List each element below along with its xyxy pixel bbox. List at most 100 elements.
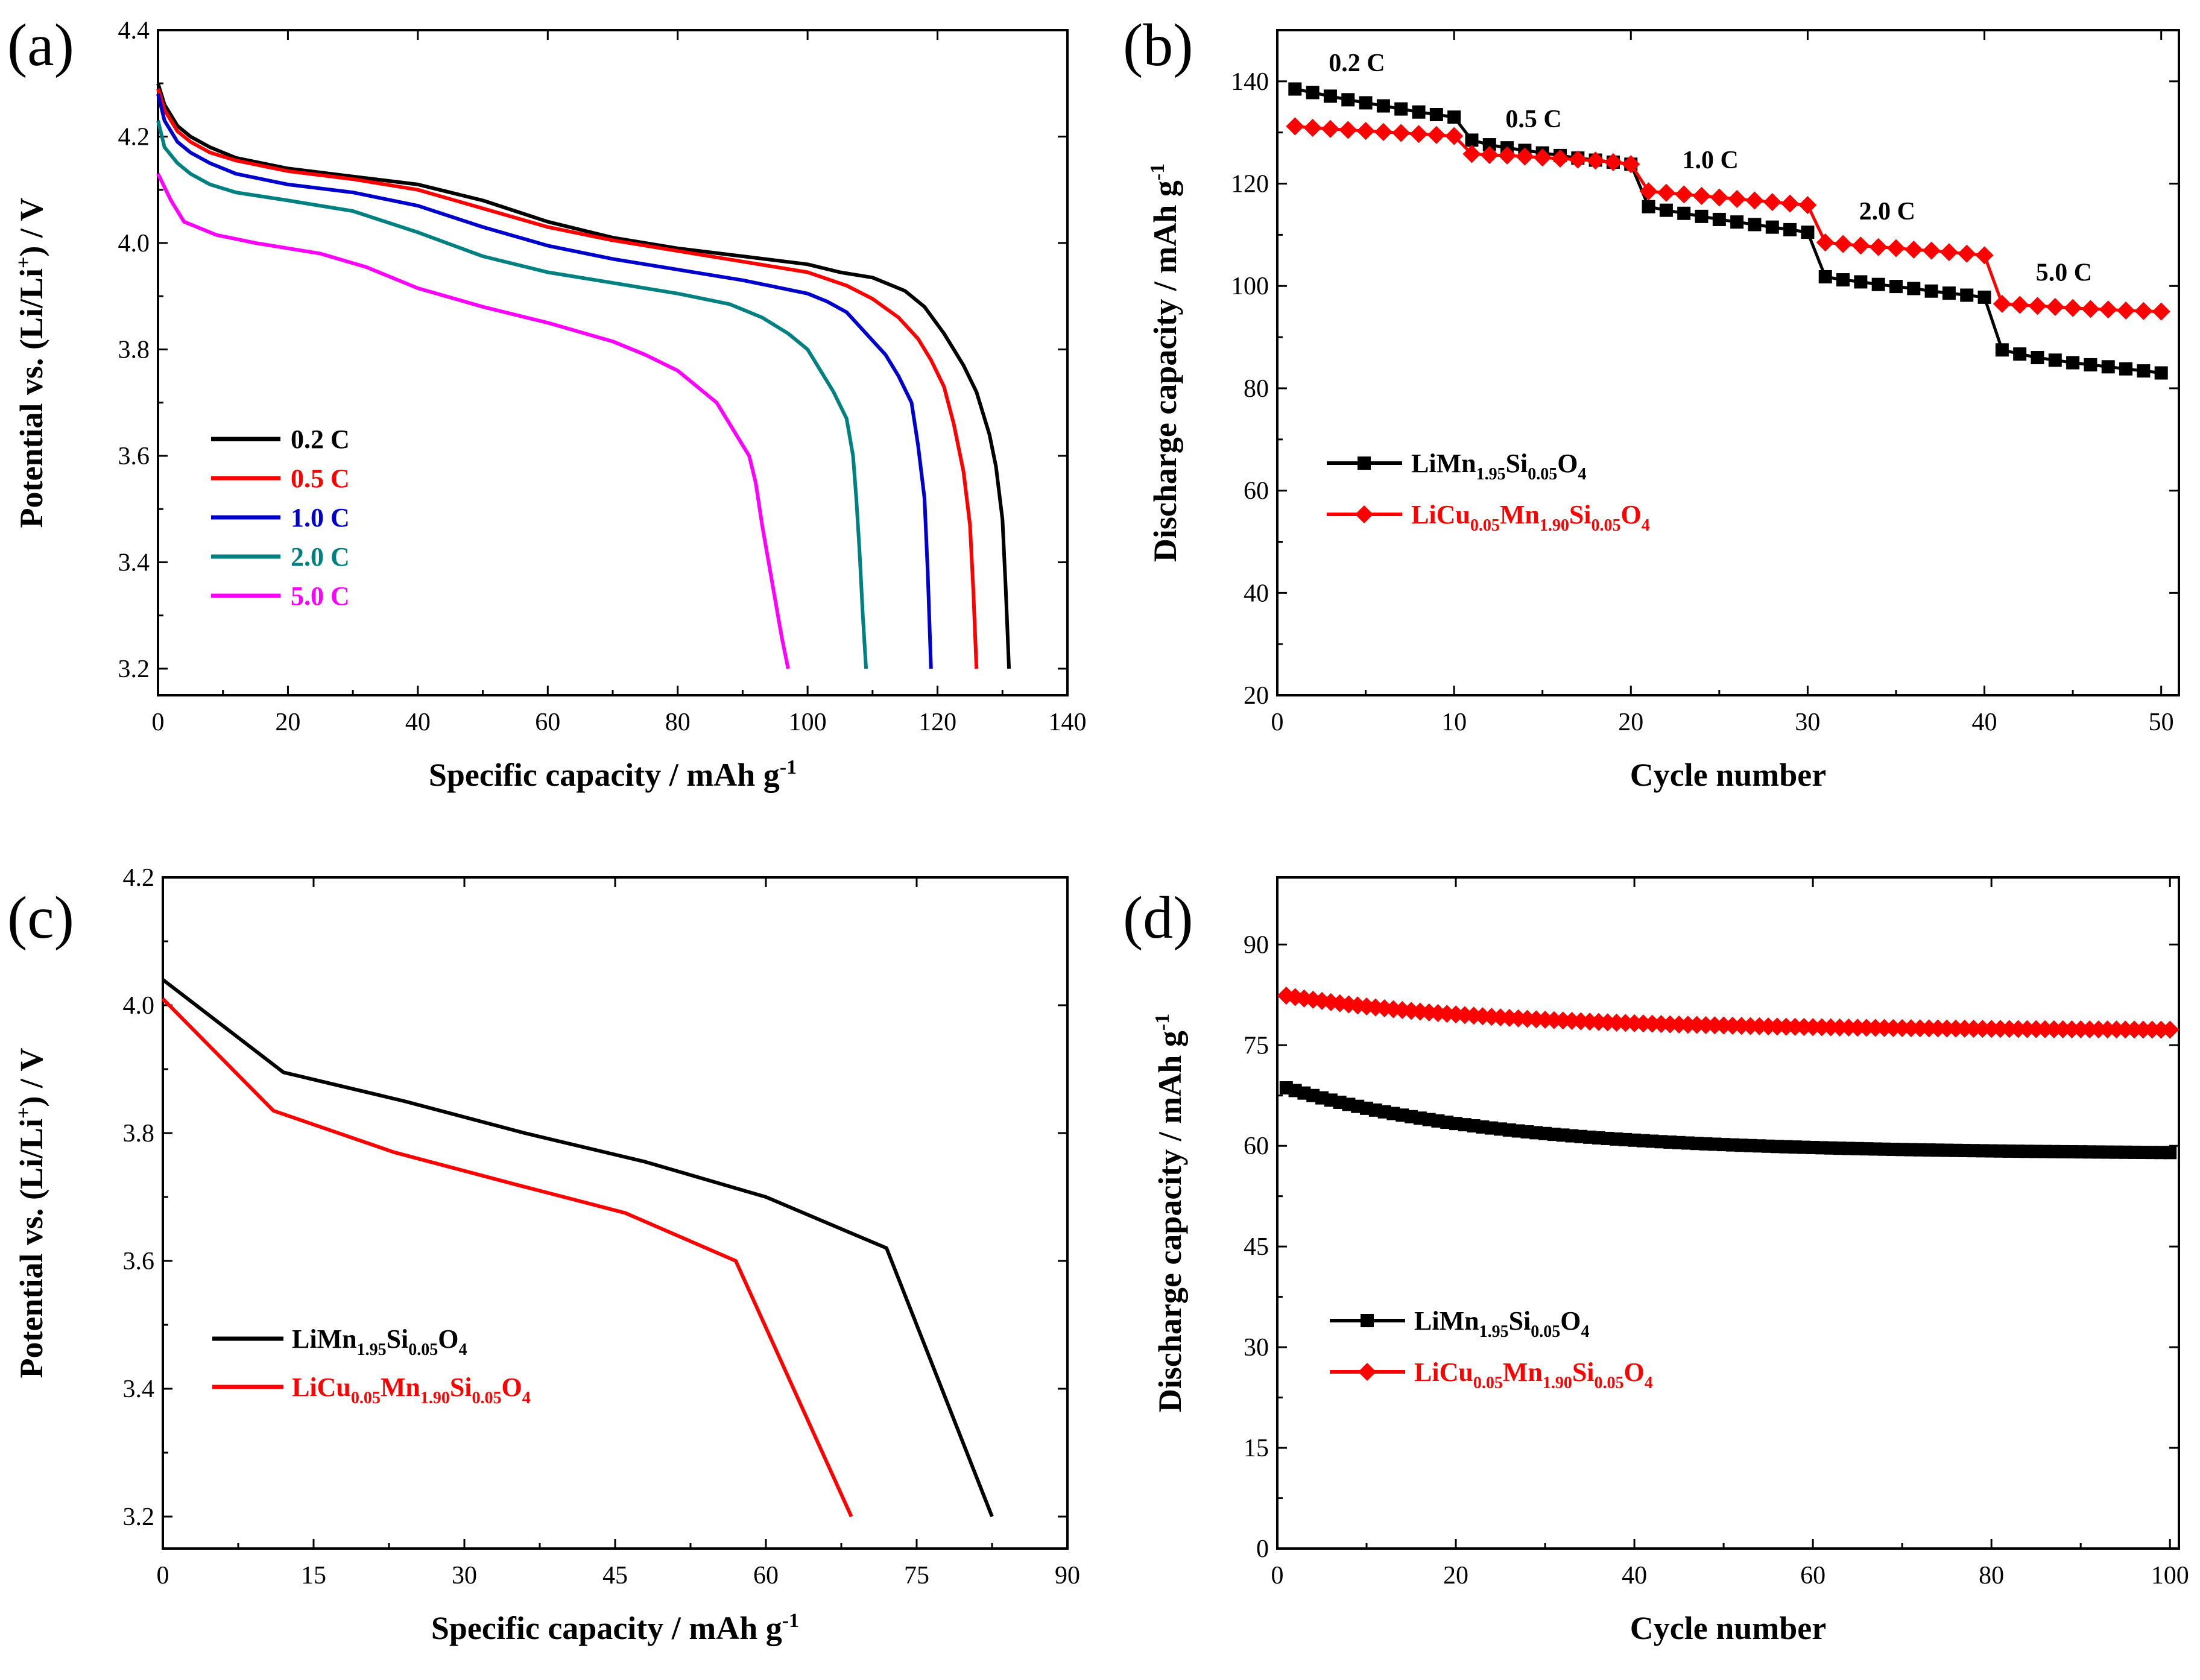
data-point — [1642, 200, 1655, 213]
y-axis-label: Potential vs. (Li/Li+) / V — [13, 198, 49, 528]
data-point — [1904, 240, 1923, 259]
plot-frame — [1276, 876, 2180, 1550]
data-point — [1392, 124, 1411, 142]
data-point — [1730, 215, 1744, 229]
data-point — [1886, 239, 1905, 257]
data-point — [1533, 148, 1552, 167]
x-tick-label: 30 — [452, 1562, 477, 1590]
data-point — [1356, 122, 1375, 141]
data-point — [1677, 206, 1691, 220]
y-tick-label: 120 — [1231, 171, 1269, 198]
data-point — [2048, 353, 2062, 367]
data-point — [1586, 151, 1605, 170]
data-point — [2137, 364, 2151, 378]
legend-label: 2.0 C — [291, 542, 350, 572]
y-tick-label: 140 — [1231, 68, 1269, 96]
data-point — [1429, 107, 1443, 121]
data-point — [2099, 300, 2117, 319]
x-tick-label: 40 — [405, 709, 431, 736]
x-tick-label: 75 — [904, 1562, 929, 1590]
y-tick-label: 40 — [1244, 579, 1269, 607]
data-point — [1836, 273, 1850, 287]
y-tick-label: 3.8 — [118, 336, 150, 364]
data-point — [2011, 295, 2029, 314]
data-point — [1321, 119, 1339, 138]
y-tick-label: 3.2 — [123, 1503, 155, 1531]
x-tick-label: 60 — [753, 1562, 779, 1590]
x-tick-label: 80 — [1979, 1562, 2004, 1590]
data-point — [1303, 119, 1322, 137]
data-point — [1851, 236, 1870, 255]
data-point — [1306, 86, 1320, 99]
data-point — [2101, 360, 2115, 374]
data-point — [2064, 298, 2082, 317]
data-point — [1374, 122, 1392, 141]
plot-frame — [1276, 29, 2180, 696]
data-point — [2013, 347, 2027, 361]
x-axis-label: Specific capacity / mAh g-1 — [431, 1609, 799, 1646]
data-point — [1960, 288, 1974, 302]
data-point — [2119, 362, 2133, 376]
y-axis-label: Discharge capacity / mAh g-1 — [1146, 163, 1183, 562]
data-point — [2134, 302, 2153, 320]
data-point — [1359, 96, 1373, 110]
data-point — [1977, 290, 1991, 304]
data-point — [1924, 284, 1938, 298]
legend-marker — [1361, 1314, 1374, 1327]
y-tick-label: 3.6 — [118, 443, 150, 470]
x-tick-label: 50 — [2149, 709, 2174, 736]
rate-annotation: 2.0 C — [1859, 198, 1915, 226]
x-tick-label: 90 — [1055, 1562, 1080, 1590]
y-axis-label: Potential vs. (Li/Li+) / V — [13, 1048, 49, 1378]
data-point — [1323, 89, 1337, 103]
y-tick-label: 3.6 — [123, 1248, 155, 1275]
x-tick-label: 100 — [2151, 1562, 2189, 1590]
legend-label: LiMn1.95Si0.05O4 — [292, 1324, 467, 1359]
y-tick-label: 4.0 — [118, 230, 150, 257]
data-point — [1765, 220, 1779, 234]
legend-label: 0.2 C — [291, 425, 350, 454]
legend-label: LiMn1.95Si0.05O4 — [1414, 1306, 1590, 1341]
rate-annotation: 1.0 C — [1683, 147, 1739, 174]
x-tick-label: 20 — [1443, 1562, 1468, 1590]
data-point — [1447, 110, 1461, 124]
data-point — [1745, 191, 1764, 210]
y-tick-label: 75 — [1244, 1032, 1269, 1059]
data-point — [1551, 149, 1570, 168]
panel-d: 0 20 40 60 80 100 0 15 30 45 60 75 90 (d) Cycle number… — [1123, 876, 2189, 1646]
y-tick-label: 30 — [1244, 1334, 1269, 1362]
panel-label: (c) — [7, 884, 74, 951]
data-point — [1639, 182, 1658, 201]
x-axis-label: Specific capacity / mAh g-1 — [429, 756, 797, 793]
data-point — [1922, 241, 1941, 260]
data-point — [1748, 218, 1762, 232]
data-point — [1622, 155, 1640, 174]
data-point — [1498, 146, 1517, 165]
x-tick-label: 60 — [535, 709, 560, 736]
panel-b: 0 10 20 30 40 50 20 40 60 80 100 120 140 (b) Cycle num… — [1123, 11, 2180, 793]
data-point — [1942, 286, 1956, 300]
panel-c: 0 15 30 45 60 75 90 3.2 3.4 3.6 3.8 4.0 4.2 (c) Specif… — [7, 864, 1080, 1646]
legend-marker — [1358, 456, 1371, 470]
data-point — [1341, 93, 1355, 107]
data-point — [1604, 153, 1622, 171]
data-point — [1462, 145, 1481, 163]
data-point — [1659, 203, 1673, 217]
panel-a: 0 20 40 60 80 100 120 140 3.2 3.4 3.6 3.8 4.0 4.2 4.4 (… — [7, 11, 1087, 793]
legend-marker — [1358, 1363, 1376, 1381]
series-line-05C — [156, 88, 979, 669]
data-point — [2046, 298, 2064, 317]
data-point — [2084, 358, 2097, 371]
data-point — [1480, 146, 1499, 165]
data-point — [1993, 294, 2011, 313]
data-point — [1958, 244, 1976, 263]
y-tick-label: 4.2 — [123, 864, 155, 892]
data-point — [1288, 82, 1302, 96]
legend-label: LiCu0.05Mn1.90Si0.05O4 — [1411, 500, 1650, 535]
data-point — [2154, 366, 2168, 380]
data-point — [1798, 196, 1817, 215]
data-point — [1712, 212, 1726, 226]
y-tick-label: 100 — [1231, 273, 1269, 300]
data-point — [1869, 238, 1888, 256]
